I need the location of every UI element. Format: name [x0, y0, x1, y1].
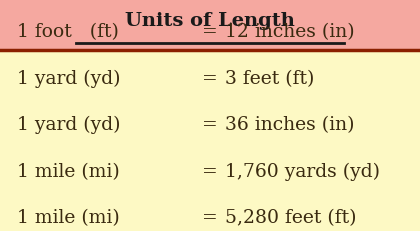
- Text: =: =: [202, 23, 218, 41]
- FancyBboxPatch shape: [0, 0, 420, 51]
- Text: 1 yard (yd): 1 yard (yd): [17, 116, 120, 134]
- Text: =: =: [202, 208, 218, 226]
- Text: 1 foot   (ft): 1 foot (ft): [17, 23, 119, 41]
- Text: 12 inches (in): 12 inches (in): [225, 23, 354, 41]
- Text: =: =: [202, 70, 218, 88]
- Text: 3 feet (ft): 3 feet (ft): [225, 70, 314, 88]
- Text: Units of Length: Units of Length: [125, 12, 295, 30]
- Text: =: =: [202, 116, 218, 134]
- Text: 1 mile (mi): 1 mile (mi): [17, 208, 120, 226]
- Text: 36 inches (in): 36 inches (in): [225, 116, 354, 134]
- Text: 1,760 yards (yd): 1,760 yards (yd): [225, 162, 380, 180]
- Text: 5,280 feet (ft): 5,280 feet (ft): [225, 208, 356, 226]
- Text: 1 mile (mi): 1 mile (mi): [17, 162, 120, 180]
- Text: 1 yard (yd): 1 yard (yd): [17, 70, 120, 88]
- Text: =: =: [202, 162, 218, 180]
